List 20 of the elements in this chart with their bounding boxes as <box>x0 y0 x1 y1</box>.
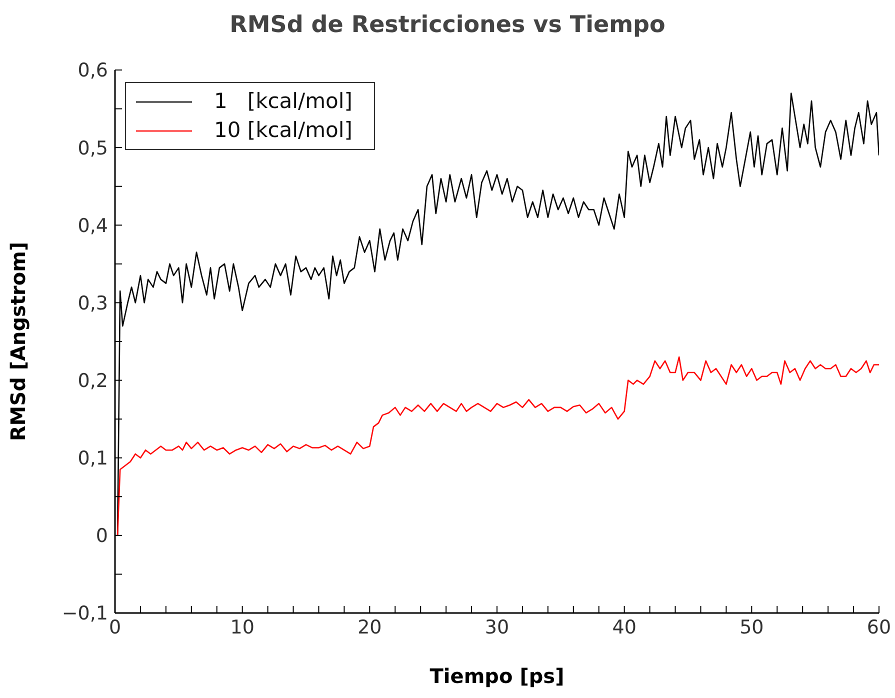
x-tick-label: 20 <box>358 616 382 638</box>
legend-label: 1 [kcal/mol] <box>214 88 352 115</box>
x-tick-label: 60 <box>866 616 892 638</box>
x-tick-label: 50 <box>740 616 764 638</box>
x-axis-title: Tiempo [ps] <box>430 664 564 688</box>
y-tick-label: 0,5 <box>78 137 108 160</box>
y-axis-title: RMSd [Angstrom] <box>6 242 30 442</box>
y-tick-label: 0,4 <box>78 214 108 237</box>
y-tick-label: 0,6 <box>78 60 108 82</box>
x-tick-label: 40 <box>612 616 636 638</box>
y-tick-label: −0,1 <box>62 602 108 625</box>
y-tick-label: 0,3 <box>78 292 108 314</box>
line-series <box>116 356 879 536</box>
y-tick-label: 0 <box>96 525 108 548</box>
legend-label: 10 [kcal/mol] <box>214 117 352 144</box>
x-tick-label: 30 <box>484 616 510 638</box>
x-tick-label: 10 <box>230 616 254 638</box>
y-tick-label: 0,2 <box>78 370 108 392</box>
y-tick-label: 0,1 <box>78 448 108 470</box>
chart-title: RMSd de Restricciones vs Tiempo <box>228 12 666 38</box>
